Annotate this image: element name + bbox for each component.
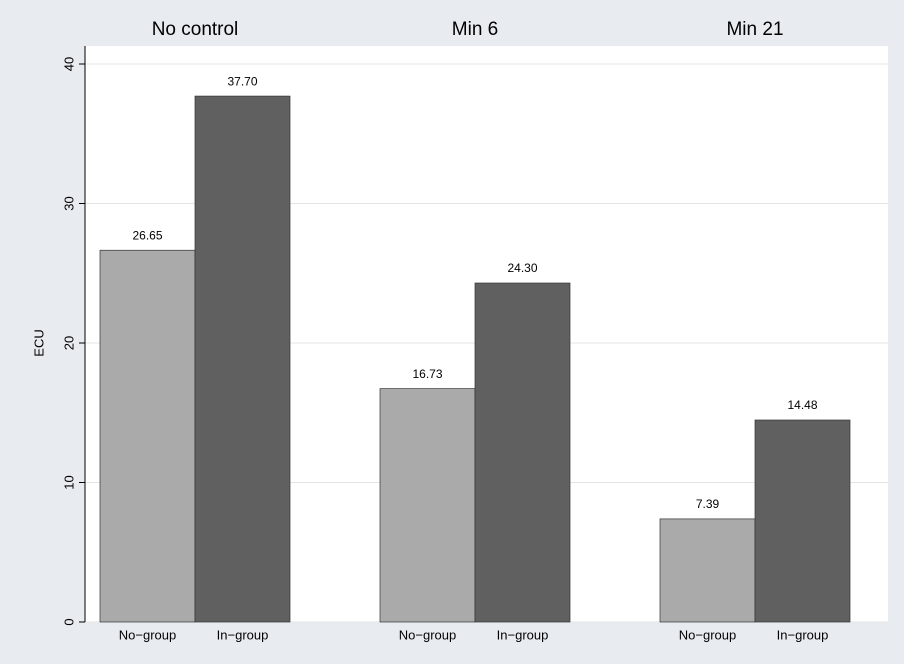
bar bbox=[754, 419, 851, 623]
bar bbox=[474, 282, 571, 623]
x-tick-label: In−group bbox=[777, 627, 829, 642]
value-label: 26.65 bbox=[132, 228, 162, 242]
y-tick-label: 40 bbox=[61, 57, 76, 71]
x-tick-label: No−group bbox=[679, 627, 736, 642]
bar bbox=[194, 95, 291, 623]
value-label: 16.73 bbox=[412, 367, 442, 381]
x-tick-label: No−group bbox=[399, 627, 456, 642]
value-label: 7.39 bbox=[696, 497, 720, 511]
value-label: 14.48 bbox=[787, 398, 817, 412]
y-tick-label: 20 bbox=[61, 336, 76, 350]
panel-title: No control bbox=[152, 19, 239, 40]
x-tick-label: In−group bbox=[217, 627, 269, 642]
y-tick-label: 30 bbox=[61, 196, 76, 210]
value-label: 24.30 bbox=[507, 261, 537, 275]
bar bbox=[379, 388, 476, 623]
x-tick-label: In−group bbox=[497, 627, 549, 642]
panel-title: Min 6 bbox=[452, 19, 498, 40]
value-label: 37.70 bbox=[227, 74, 257, 88]
panel-title: Min 21 bbox=[726, 19, 783, 40]
y-tick-label: 10 bbox=[61, 475, 76, 489]
x-tick-label: No−group bbox=[119, 627, 176, 642]
bar bbox=[659, 518, 756, 623]
y-tick-label: 0 bbox=[61, 618, 76, 625]
y-axis-label: ECU bbox=[31, 329, 46, 356]
bar bbox=[99, 249, 196, 623]
